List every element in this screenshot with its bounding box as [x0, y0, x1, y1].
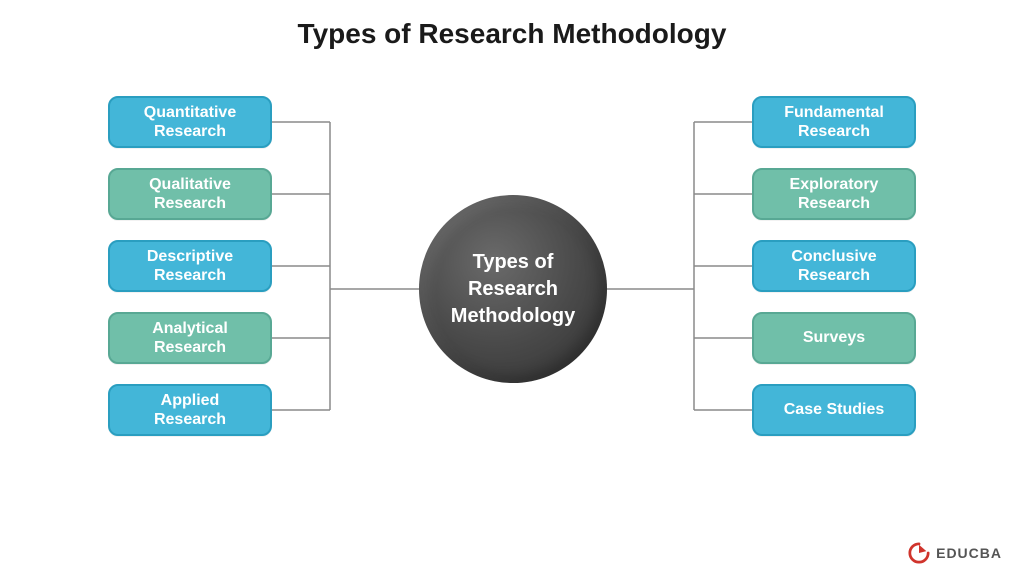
- node-conclusive: Conclusive Research: [752, 240, 916, 292]
- node-label: Qualitative Research: [149, 175, 231, 213]
- center-hub: Types of Research Methodology: [419, 195, 607, 383]
- node-casestudies: Case Studies: [752, 384, 916, 436]
- brand-logo-text: EDUCBA: [936, 545, 1002, 561]
- node-label: Exploratory Research: [790, 175, 879, 213]
- node-fundamental: Fundamental Research: [752, 96, 916, 148]
- node-label: Surveys: [803, 328, 865, 347]
- center-hub-label: Types of Research Methodology: [451, 249, 575, 330]
- node-label: Analytical Research: [152, 319, 228, 357]
- node-exploratory: Exploratory Research: [752, 168, 916, 220]
- node-analytical: Analytical Research: [108, 312, 272, 364]
- node-qualitative: Qualitative Research: [108, 168, 272, 220]
- node-applied: Applied Research: [108, 384, 272, 436]
- node-descriptive: Descriptive Research: [108, 240, 272, 292]
- node-label: Conclusive Research: [791, 247, 876, 285]
- brand-logo: EDUCBA: [908, 542, 1002, 564]
- page-title: Types of Research Methodology: [0, 18, 1024, 50]
- node-quantitative: Quantitative Research: [108, 96, 272, 148]
- node-label: Case Studies: [784, 400, 884, 419]
- node-label: Quantitative Research: [144, 103, 236, 141]
- node-surveys: Surveys: [752, 312, 916, 364]
- node-label: Fundamental Research: [784, 103, 884, 141]
- logo-mark-icon: [908, 542, 930, 564]
- node-label: Descriptive Research: [147, 247, 233, 285]
- node-label: Applied Research: [154, 391, 226, 429]
